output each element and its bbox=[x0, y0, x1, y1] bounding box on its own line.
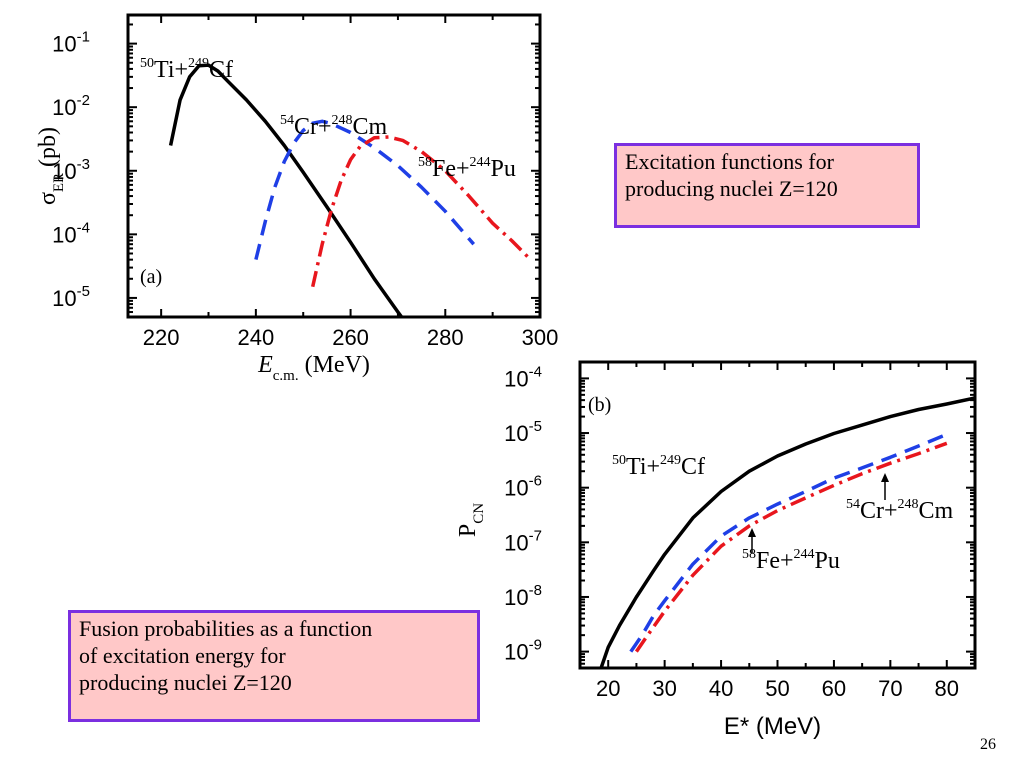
x-tick-label: 20 bbox=[596, 676, 620, 701]
x-axis-label: Ec.m. (MeV) bbox=[257, 352, 370, 384]
series-label: 50Ti+249Cf bbox=[140, 56, 233, 83]
y-tick-label: 10-5 bbox=[52, 283, 90, 311]
y-tick-label: 10-5 bbox=[504, 418, 542, 446]
arrow-head bbox=[748, 528, 756, 537]
x-tick-label: 40 bbox=[709, 676, 733, 701]
note-fusion-probabilities: Fusion probabilities as a function of ex… bbox=[68, 610, 480, 722]
x-tick-label: 50 bbox=[765, 676, 789, 701]
note-line: Fusion probabilities as a function bbox=[79, 616, 373, 641]
series-label: 58Fe+244Pu bbox=[742, 547, 840, 574]
plot-frame bbox=[126, 13, 542, 319]
x-tick-label: 70 bbox=[878, 676, 902, 701]
series-line bbox=[254, 119, 476, 261]
series-line bbox=[168, 63, 404, 317]
note-line: Excitation functions for bbox=[625, 149, 834, 174]
y-axis-label: σER (pb) bbox=[35, 127, 67, 205]
x-tick-label: 300 bbox=[522, 325, 559, 350]
y-tick-label: 10-6 bbox=[504, 473, 542, 501]
x-axis-label: E* (MeV) bbox=[724, 713, 821, 740]
note-line: of excitation energy for bbox=[79, 643, 286, 668]
panel-label: (b) bbox=[588, 394, 611, 416]
y-tick-label: 10-7 bbox=[504, 527, 542, 555]
series-line bbox=[634, 441, 948, 653]
series-line bbox=[629, 432, 948, 653]
y-tick-label: 10-2 bbox=[52, 92, 90, 120]
x-tick-label: 280 bbox=[427, 325, 464, 350]
page-number: 26 bbox=[980, 736, 996, 753]
x-tick-label: 80 bbox=[935, 676, 959, 701]
note-line: producing nuclei Z=120 bbox=[625, 176, 838, 201]
y-tick-label: 10-1 bbox=[52, 29, 90, 57]
y-tick-label: 10-8 bbox=[504, 582, 542, 610]
x-tick-label: 30 bbox=[652, 676, 676, 701]
panel-label: (a) bbox=[140, 266, 162, 288]
annotation-arrow bbox=[748, 528, 756, 553]
note-excitation-functions: Excitation functions for producing nucle… bbox=[614, 143, 920, 228]
series-label: 54Cr+248Cm bbox=[846, 497, 954, 524]
chart-panel-a: 220 240 260 280 300 10-1 10-2 10-3 10-4 10-5 (a) Ec… bbox=[35, 13, 559, 384]
chart-panel-b: 20 30 40 50 60 70 80 10-4 10-5 10-6 10-7 10-8 10-9 (b… bbox=[455, 360, 977, 740]
plot-frame bbox=[578, 360, 977, 670]
arrow-head bbox=[881, 473, 889, 482]
series-label: 50Ti+249Cf bbox=[612, 453, 705, 480]
series-label: 58Fe+244Pu bbox=[418, 155, 516, 182]
x-tick-label: 60 bbox=[822, 676, 846, 701]
y-axis-label: PCN bbox=[455, 503, 487, 537]
y-tick-label: 10-3 bbox=[52, 156, 90, 184]
series-label: 54Cr+248Cm bbox=[280, 113, 388, 140]
series-line bbox=[599, 396, 975, 668]
y-tick-label: 10-4 bbox=[504, 363, 542, 391]
note-line: producing nuclei Z=120 bbox=[79, 670, 292, 695]
x-tick-label: 240 bbox=[238, 325, 275, 350]
y-tick-label: 10-9 bbox=[504, 637, 542, 665]
x-tick-label: 220 bbox=[143, 325, 180, 350]
y-tick-label: 10-4 bbox=[52, 219, 90, 247]
annotation-arrow bbox=[881, 473, 889, 500]
x-tick-label: 260 bbox=[332, 325, 369, 350]
